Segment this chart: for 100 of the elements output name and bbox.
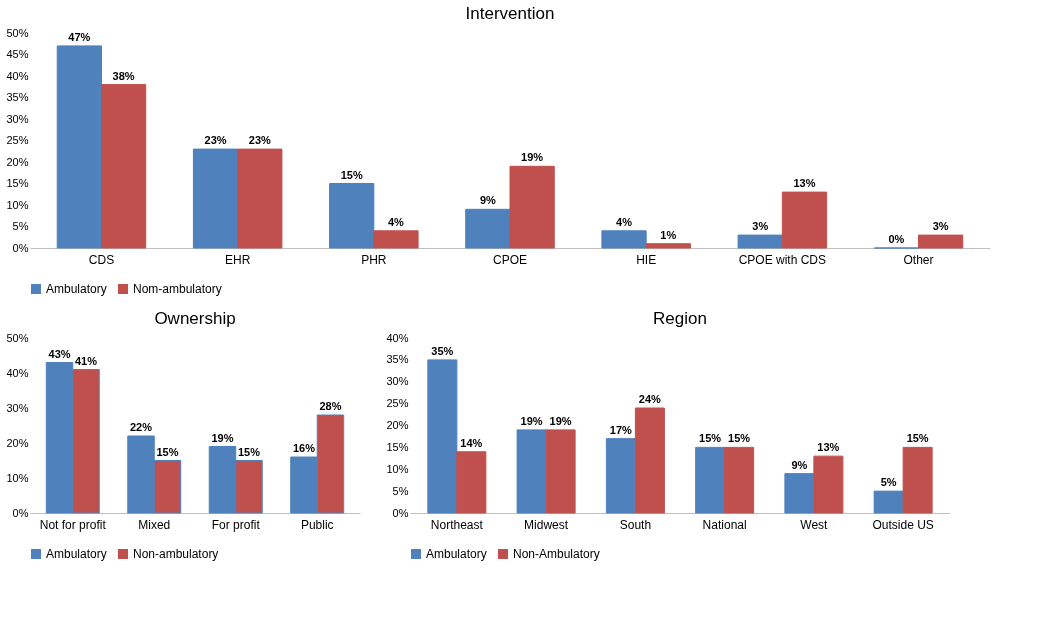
y-tick-label: 35% (386, 353, 409, 366)
data-label: 22% (130, 421, 153, 433)
data-label: 15% (728, 432, 751, 445)
bar (100, 84, 147, 249)
y-tick-label: 10% (6, 198, 29, 211)
x-tick-label: Other (903, 252, 934, 267)
chart-title: Intervention (465, 4, 555, 23)
y-tick-label: 5% (392, 484, 409, 497)
x-tick-label: HIE (636, 252, 657, 267)
y-tick-label: 0% (12, 241, 29, 254)
x-tick-label: West (800, 517, 829, 532)
y-tick-label: 0% (392, 506, 409, 519)
x-tick-label: Not for profit (39, 517, 107, 532)
bar (645, 243, 691, 249)
data-label: 15% (340, 168, 363, 181)
y-tick-label: 30% (386, 375, 409, 388)
data-label: 17% (609, 423, 633, 436)
data-label: 41% (75, 354, 98, 367)
x-tick-label: Public (300, 517, 334, 532)
bar (695, 446, 726, 514)
data-label: 0% (888, 233, 905, 245)
data-label: 9% (791, 458, 808, 471)
bar (456, 451, 487, 514)
bar (634, 407, 665, 514)
data-label: 35% (431, 344, 454, 357)
bar (509, 165, 555, 249)
data-label: 9% (479, 194, 497, 207)
y-tick-label: 10% (386, 462, 409, 475)
bar (237, 148, 283, 249)
y-tick-label: 20% (6, 155, 29, 168)
x-tick-label: CPOE with CDS (738, 252, 827, 267)
legend-label: Ambulatory (46, 547, 107, 561)
data-label: 14% (460, 436, 483, 449)
y-tick-label: 40% (6, 69, 29, 82)
y-tick-label: 50% (6, 331, 29, 344)
data-label: 15% (237, 445, 261, 458)
x-tick-label: Midwest (524, 517, 569, 532)
legend-label: Ambulatory (46, 282, 107, 296)
data-label: 13% (793, 177, 816, 190)
bar (784, 473, 815, 514)
bar (813, 455, 844, 514)
legend-label: Nom-ambulatory (133, 282, 222, 296)
data-label: 19% (521, 151, 544, 164)
legend-label: Ambulatory (426, 547, 487, 561)
data-label: 15% (699, 432, 722, 445)
chart-title: Ownership (154, 309, 236, 328)
bar (192, 148, 239, 249)
y-tick-label: 30% (6, 112, 29, 125)
y-tick-label: 50% (6, 26, 29, 39)
data-label: 3% (752, 220, 769, 233)
data-label: 38% (112, 69, 135, 82)
data-label: 16% (292, 442, 316, 454)
x-tick-label: National (702, 517, 747, 532)
bar (465, 208, 511, 249)
y-tick-label: 15% (6, 177, 29, 189)
y-tick-label: 25% (386, 397, 409, 410)
x-tick-label: CPOE (492, 252, 528, 267)
data-label: 19% (211, 431, 234, 444)
bar (737, 234, 783, 249)
bar (873, 490, 904, 514)
data-label: 47% (68, 30, 91, 43)
x-tick-label: CDS (88, 252, 115, 267)
data-label: 23% (248, 134, 272, 147)
bar (427, 359, 458, 514)
y-tick-label: 30% (6, 401, 29, 414)
y-tick-label: 40% (386, 331, 409, 344)
y-tick-label: 0% (12, 506, 29, 519)
bar (516, 429, 547, 514)
data-label: 15% (156, 445, 179, 458)
bar (545, 429, 576, 514)
data-label: 1% (660, 228, 677, 241)
data-label: 19% (520, 414, 543, 427)
data-label: 5% (880, 476, 897, 489)
x-tick-label: PHR (361, 252, 387, 267)
data-label: 13% (817, 441, 840, 454)
y-tick-label: 20% (386, 419, 409, 431)
y-tick-label: 15% (386, 440, 409, 453)
data-label: 19% (549, 414, 572, 427)
data-label: 24% (638, 393, 662, 405)
data-label: 43% (48, 347, 71, 360)
data-label: 28% (319, 400, 342, 412)
data-label: 23% (204, 134, 227, 147)
bar (781, 191, 828, 249)
data-label: 4% (388, 215, 405, 228)
y-tick-label: 20% (6, 436, 29, 449)
bar (373, 230, 419, 249)
y-tick-label: 10% (6, 471, 29, 484)
x-tick-label: South (619, 517, 652, 532)
data-label: 15% (906, 432, 929, 445)
x-tick-label: Outside US (872, 517, 934, 532)
data-label: 3% (932, 220, 949, 233)
x-tick-label: Northeast (430, 517, 484, 532)
bar (605, 438, 636, 514)
y-tick-label: 5% (12, 220, 29, 232)
y-tick-label: 40% (6, 366, 29, 379)
legend-label: Non-ambulatory (133, 547, 219, 561)
bar (56, 45, 102, 249)
y-tick-label: 25% (6, 134, 29, 146)
data-label: 4% (616, 215, 633, 228)
bar (724, 446, 755, 514)
